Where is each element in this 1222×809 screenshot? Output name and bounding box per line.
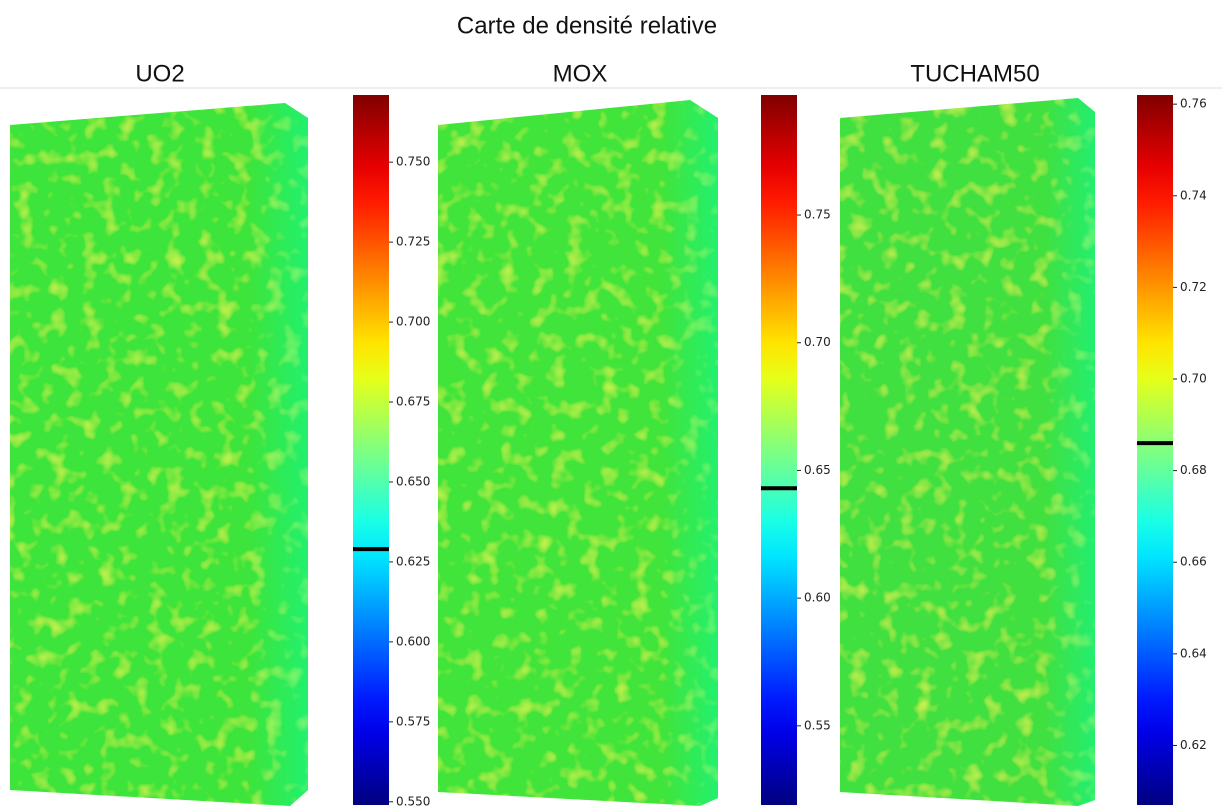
panel-title: UO2: [135, 60, 184, 87]
colorbar-tick-label: 0.70: [1180, 372, 1207, 386]
colorbar-tick-label: 0.700: [396, 315, 430, 329]
colorbar-tick-label: 0.65: [804, 463, 831, 477]
colorbar-tick-label: 0.68: [1180, 463, 1207, 477]
panel-title: MOX: [553, 60, 608, 87]
colorbar-tick-label: 0.600: [396, 634, 430, 648]
heatmap-image: [840, 98, 1095, 806]
colorbar-tick-label: 0.675: [396, 395, 430, 409]
colorbar: [761, 95, 797, 805]
colorbar-tick-label: 0.72: [1180, 280, 1207, 294]
colorbar-tick-label: 0.550: [396, 794, 430, 808]
colorbar-tick-label: 0.74: [1180, 188, 1207, 202]
colorbar-tick-label: 0.66: [1180, 555, 1207, 569]
colorbar: [353, 95, 389, 805]
colorbar-tick-label: 0.62: [1180, 738, 1207, 752]
colorbar-tick-label: 0.750: [396, 155, 430, 169]
colorbar-tick-label: 0.55: [804, 718, 831, 732]
colorbar-tick-label: 0.60: [804, 591, 831, 605]
colorbar: [1137, 95, 1173, 805]
colorbar-tick-label: 0.64: [1180, 646, 1207, 660]
colorbar-tick-label: 0.725: [396, 235, 430, 249]
colorbar-tick-label: 0.70: [804, 335, 831, 349]
colorbar-tick-label: 0.625: [396, 554, 430, 568]
colorbar-tick-label: 0.575: [396, 714, 430, 728]
colorbar-tick-label: 0.650: [396, 474, 430, 488]
figure-title: Carte de densité relative: [457, 12, 717, 39]
colorbar-tick-label: 0.75: [804, 208, 831, 222]
heatmap-image: [438, 100, 718, 806]
colorbar-tick-label: 0.76: [1180, 97, 1207, 111]
panel-title: TUCHAM50: [910, 60, 1039, 87]
heatmap-image: [10, 103, 308, 806]
